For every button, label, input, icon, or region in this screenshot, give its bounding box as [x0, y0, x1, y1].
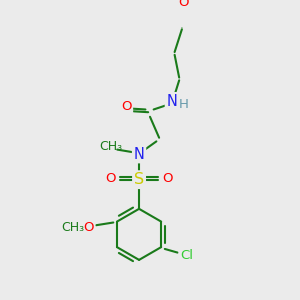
- Text: CH₃: CH₃: [99, 140, 122, 153]
- Text: N: N: [167, 94, 177, 109]
- Text: CH₃: CH₃: [61, 220, 85, 234]
- Text: O: O: [106, 172, 116, 185]
- Text: O: O: [162, 172, 172, 185]
- Text: O: O: [83, 220, 94, 234]
- Text: O: O: [178, 0, 189, 9]
- Text: S: S: [134, 172, 144, 187]
- Text: O: O: [121, 100, 131, 113]
- Text: H: H: [179, 98, 189, 111]
- Text: Cl: Cl: [180, 249, 193, 262]
- Text: N: N: [134, 147, 145, 162]
